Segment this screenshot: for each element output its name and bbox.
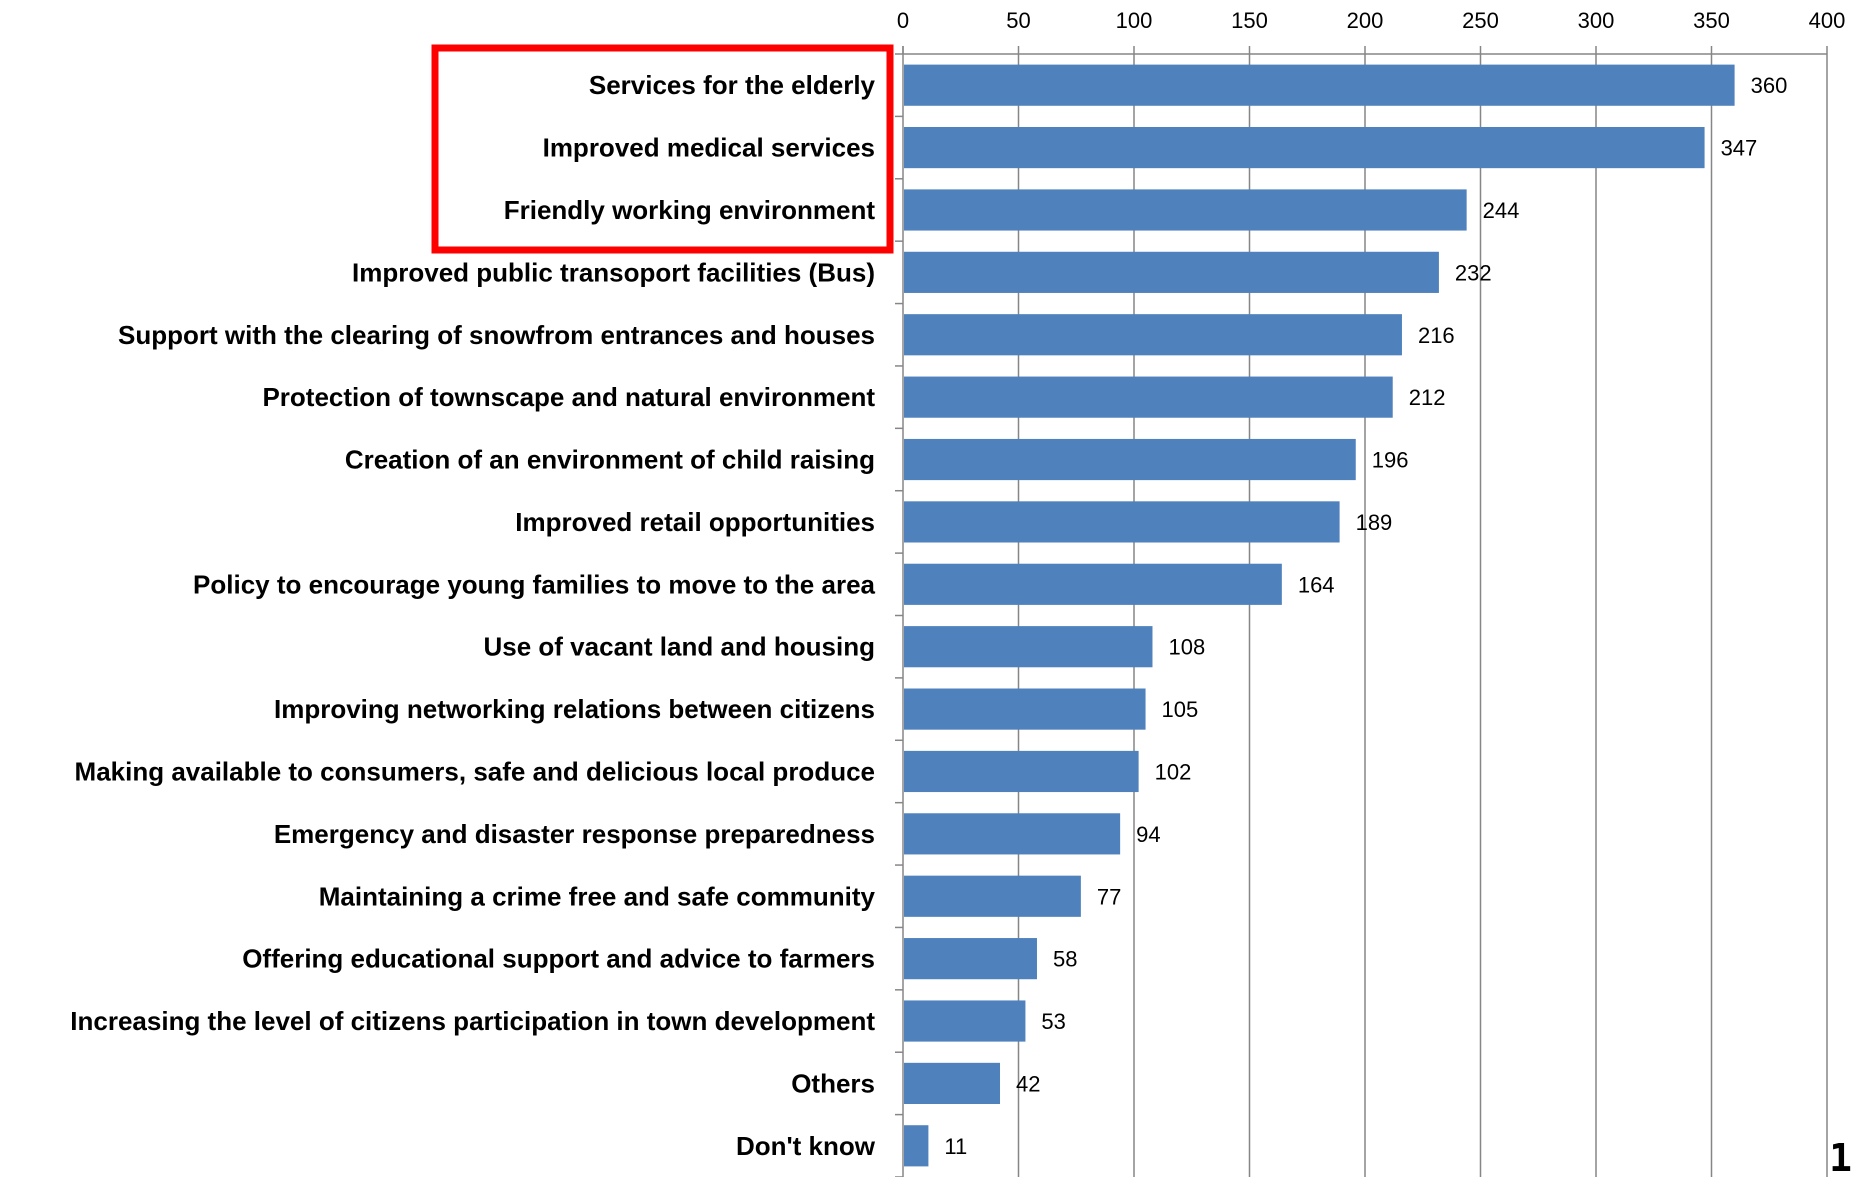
data-label: 232: [1455, 260, 1492, 285]
bar: [904, 938, 1037, 980]
category-label: Maintaining a crime free and safe commun…: [319, 881, 876, 911]
bar: [904, 314, 1402, 356]
category-label: Improving networking relations between c…: [274, 694, 875, 724]
x-tick-label: 100: [1116, 8, 1153, 33]
category-label: Protection of townscape and natural envi…: [262, 382, 875, 412]
gridlines: [1017, 54, 1828, 1177]
category-label: Policy to encourage young families to mo…: [193, 569, 875, 599]
category-label: Creation of an environment of child rais…: [345, 445, 875, 475]
data-label: 216: [1418, 323, 1455, 348]
bar: [904, 251, 1439, 293]
x-tick-label: 200: [1347, 8, 1384, 33]
bar: [904, 438, 1356, 481]
data-label: 94: [1136, 822, 1160, 847]
bar: [904, 1125, 929, 1167]
data-label: 108: [1168, 635, 1205, 660]
x-tick-label: 150: [1231, 8, 1268, 33]
category-label: Services for the elderly: [589, 70, 876, 100]
category-label: Improved public transoport facilities (B…: [352, 257, 875, 287]
bar: [904, 563, 1282, 605]
bars: [904, 64, 1735, 1167]
x-tick-label: 50: [1006, 8, 1030, 33]
bar: [904, 376, 1393, 418]
data-labels: 360 347 244 232 216 212 196 189 164 108 105 102 94 77…: [944, 73, 1787, 1159]
data-label: 244: [1483, 198, 1520, 223]
x-tick-label: 250: [1462, 8, 1499, 33]
data-label: 164: [1298, 572, 1335, 597]
data-label: 196: [1372, 448, 1409, 473]
x-tick-label: 350: [1693, 8, 1730, 33]
bar: [904, 1000, 1026, 1042]
data-label: 77: [1097, 884, 1121, 909]
data-label: 58: [1053, 947, 1077, 972]
data-label: 102: [1155, 759, 1192, 784]
bar: [904, 750, 1139, 793]
bar: [904, 813, 1121, 855]
bar: [904, 626, 1153, 668]
bar: [904, 189, 1467, 231]
data-label: 347: [1721, 136, 1758, 161]
x-tick-label: 300: [1578, 8, 1615, 33]
category-label: Others: [791, 1068, 875, 1098]
category-axis: Services for the elderly Improved medical…: [70, 70, 875, 1161]
bar: [904, 1062, 1001, 1105]
category-label: Making available to consumers, safe and …: [75, 756, 875, 786]
category-label: Emergency and disaster response prepared…: [274, 819, 875, 849]
bar: [904, 875, 1081, 917]
bar: [904, 501, 1340, 543]
bar: [904, 688, 1146, 730]
category-label: Offering educational support and advice …: [242, 944, 875, 974]
highlight-box: [431, 44, 894, 254]
data-label: 212: [1409, 385, 1446, 410]
x-tick-label: 400: [1809, 8, 1846, 33]
category-label: Use of vacant land and housing: [484, 632, 876, 662]
category-label: Improved medical services: [543, 133, 875, 163]
x-tick-label: 0: [897, 8, 909, 33]
category-label: Support with the clearing of snowfrom en…: [118, 320, 875, 350]
data-label: 105: [1162, 697, 1199, 722]
data-label: 360: [1751, 73, 1788, 98]
category-label: Friendly working environment: [504, 195, 876, 225]
data-label: 42: [1016, 1071, 1040, 1096]
category-label: Don't know: [736, 1131, 876, 1161]
data-label: 189: [1356, 510, 1393, 535]
data-label: 11: [944, 1134, 967, 1159]
value-axis: 0 50 100 150 200 250 300 350 400: [895, 8, 1845, 1177]
page-number: 1: [1829, 1136, 1852, 1180]
bar: [904, 64, 1735, 106]
category-label: Increasing the level of citizens partici…: [70, 1006, 875, 1036]
category-label: Improved retail opportunities: [515, 507, 875, 537]
bar: [904, 126, 1705, 169]
data-label: 53: [1041, 1009, 1065, 1034]
